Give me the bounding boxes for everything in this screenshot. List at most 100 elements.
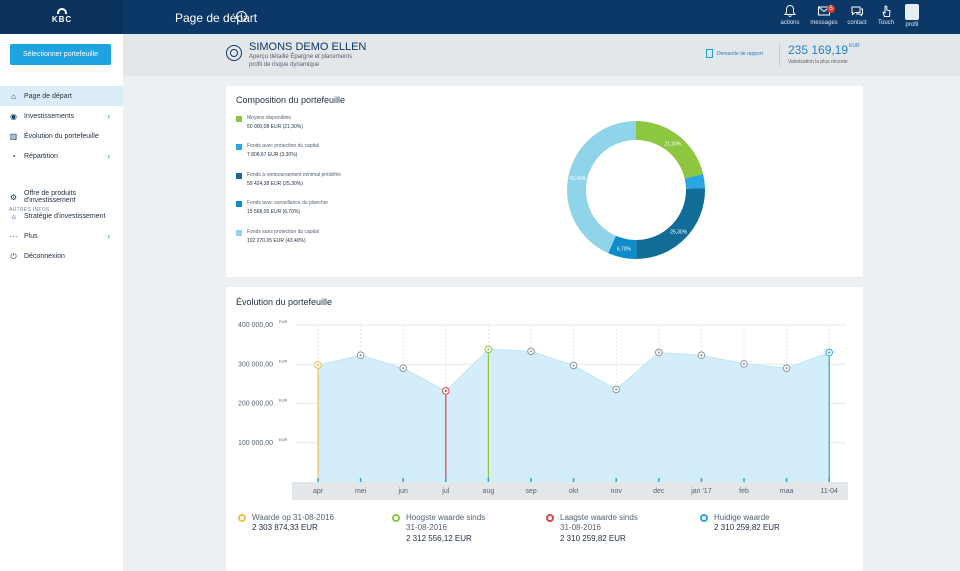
- sidebar-item-label: Investissements: [24, 112, 75, 120]
- data-point-core: [444, 389, 447, 393]
- legend-swatch: [236, 201, 242, 207]
- brand-area[interactable]: KBC: [0, 0, 123, 34]
- legend-value: 7 806,67 EUR (3,30%): [247, 152, 298, 158]
- messages-badge: 5: [827, 5, 835, 13]
- x-axis-band: [292, 482, 848, 500]
- x-tick-label: dec: [653, 488, 665, 495]
- total-value: 235 169,19: [788, 43, 849, 57]
- composition-donut-chart[interactable]: 21,30% 25,30% 6,70% 43,40%: [566, 120, 706, 260]
- evolution-area-chart[interactable]: 100 000,00 EUR 200 000,00 EUR 300 000,00 EUR 4…: [226, 287, 863, 507]
- donut-slice[interactable]: [636, 121, 704, 179]
- sidebar-item-label-line1: Offre de produits: [24, 190, 77, 197]
- home-icon: ⌂: [11, 91, 16, 101]
- x-tick-label: okt: [569, 488, 578, 495]
- x-tick-label: jun: [398, 488, 408, 495]
- summary-date: 31-08-2016: [406, 523, 447, 532]
- data-point-core: [742, 362, 746, 365]
- lightbulb-icon: ☼: [9, 211, 18, 221]
- hand-pointer-icon: [882, 5, 891, 17]
- summary-value: 2 310 259,82 EUR: [560, 534, 626, 543]
- donut-slice[interactable]: [567, 121, 636, 254]
- sidebar-item-label: Évolution du portefeuille: [24, 132, 99, 140]
- data-point-core: [657, 351, 660, 354]
- highest-marker-icon: [392, 514, 400, 522]
- account-name: SIMONS DEMO ELLEN: [249, 41, 367, 53]
- profile-button[interactable]: profil: [895, 4, 929, 32]
- x-tick-label: feb: [739, 488, 749, 495]
- donut-slice-label: 43,40%: [569, 176, 587, 182]
- y-tick-currency: EUR: [279, 319, 288, 324]
- data-point-core: [402, 367, 405, 370]
- composition-title: Composition du portefeuille: [236, 95, 346, 105]
- contact-label: contact: [847, 20, 867, 26]
- data-point-core: [785, 367, 788, 370]
- sidebar-item-repartition[interactable]: ◔ Répartition ›: [0, 146, 123, 166]
- start-marker-icon: [238, 514, 246, 522]
- sidebar-item-home[interactable]: ⌂ Page de départ: [0, 86, 123, 106]
- risk-profile: profil de risque dynamique: [249, 62, 320, 68]
- sidebar-item-label: Déconnexion: [24, 252, 65, 260]
- document-icon[interactable]: [706, 49, 713, 58]
- sidebar-item-label: Offre de produits d'investissement: [24, 190, 123, 204]
- section-title: AUTRES INFOS: [9, 207, 50, 213]
- data-point-core: [359, 354, 362, 357]
- messages-label: messages: [810, 20, 838, 26]
- valuation-note: Valorisation la plus récente: [788, 59, 848, 65]
- x-tick-label: apr: [313, 488, 324, 495]
- summary-date: 31-08-2016: [560, 523, 601, 532]
- contact-button[interactable]: contact: [840, 4, 874, 32]
- request-report-link[interactable]: Demande de rapport: [717, 51, 763, 57]
- x-tick-label: mei: [355, 488, 367, 495]
- sidebar-item-more[interactable]: ··· Plus ›: [0, 226, 123, 246]
- y-tick-label: 200 000,00: [238, 401, 273, 408]
- sidebar-item-label: Page de départ: [24, 92, 72, 100]
- select-portfolio-button[interactable]: Sélectionner portefeuille: [10, 44, 111, 65]
- donut-slice[interactable]: [608, 235, 637, 259]
- legend-value: 50 000,08 EUR (21,30%): [247, 124, 303, 130]
- touch-button[interactable]: Touch: [869, 4, 903, 32]
- sidebar-item-investments[interactable]: ◉ Investissements ›: [0, 106, 123, 126]
- legend-name: Fonds avec protection du capital: [247, 143, 319, 149]
- total-currency: EUR: [849, 43, 860, 49]
- sidebar-item-label: Répartition: [24, 152, 58, 160]
- info-icon[interactable]: i: [236, 11, 247, 22]
- donut-slice-label: 21,30%: [664, 141, 682, 147]
- data-point-core: [316, 363, 320, 367]
- donut-slice[interactable]: [636, 188, 705, 259]
- sidebar-item-strategy[interactable]: ☼ Stratégie d'investissement: [0, 206, 123, 226]
- lowest-marker-icon: [546, 514, 554, 522]
- sidebar-item-product-offer[interactable]: ⚙ Offre de produits d'investissement: [0, 185, 123, 209]
- evolution-title: Évolution du portefeuille: [236, 297, 333, 307]
- legend-value: 102 270,05 EUR (43,40%): [247, 238, 306, 244]
- area-fill: [318, 349, 830, 482]
- actions-button[interactable]: actions: [773, 4, 807, 32]
- data-point-core: [828, 351, 831, 354]
- data-point-core: [487, 348, 490, 351]
- data-point-core: [572, 364, 575, 367]
- actions-label: actions: [780, 20, 800, 26]
- legend-value: 15 568,05 EUR (6,70%): [247, 209, 301, 215]
- summary-label: Waarde op 31-08-2016: [252, 513, 334, 522]
- user-avatar-icon: [905, 4, 919, 20]
- messages-button[interactable]: 5 messages: [807, 4, 841, 32]
- y-tick-currency: EUR: [279, 437, 288, 442]
- donut-slice[interactable]: [684, 174, 705, 189]
- summary-label: Hoogste waarde sinds: [406, 513, 486, 522]
- current-marker-icon: [700, 514, 708, 522]
- divider: [779, 44, 780, 66]
- legend-name: Fonds avec surveillance du plancher: [247, 200, 329, 206]
- summary-value: 2 312 556,12 EUR: [406, 534, 472, 543]
- kbc-logo[interactable]: KBC: [50, 8, 74, 26]
- pie-chart-icon: ◔: [11, 151, 16, 161]
- brand-word: KBC: [51, 15, 73, 24]
- y-tick-label: 300 000,00: [238, 361, 273, 368]
- account-description: Aperçu détaillé Épargne et placements: [249, 54, 353, 60]
- summary-value: 2 310 259,82 EUR: [714, 523, 780, 532]
- more-icon: ···: [9, 231, 18, 241]
- sidebar-item-logout[interactable]: ⏻ Déconnexion: [0, 246, 123, 266]
- legend-name: Moyens disponibles: [247, 115, 291, 121]
- sidebar-item-label: Stratégie d'investissement: [24, 212, 106, 220]
- chevron-right-icon: ›: [107, 151, 110, 161]
- sidebar-item-evolution[interactable]: ▥ Évolution du portefeuille: [0, 126, 123, 146]
- donut-slice-label: 25,30%: [670, 229, 688, 235]
